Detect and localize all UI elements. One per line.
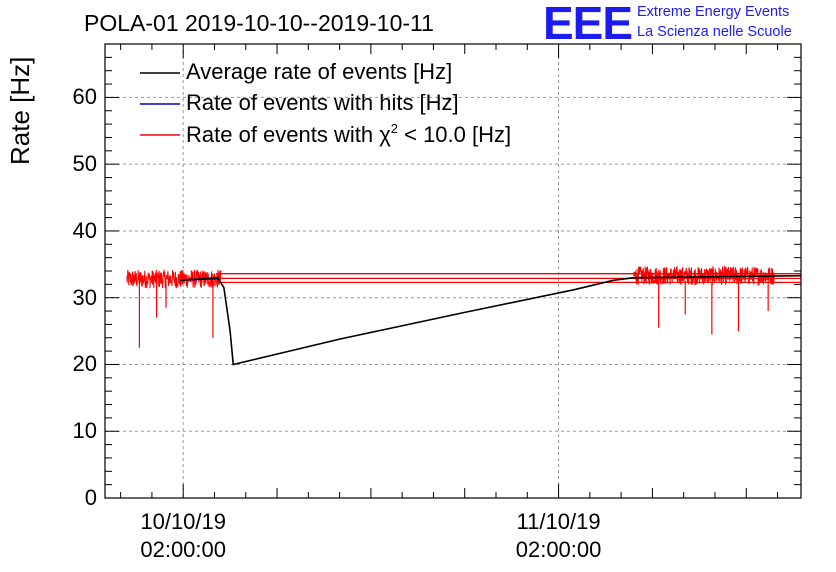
logo-line-2: La Scienza nelle Scuole xyxy=(637,24,792,40)
x-tick-time: 02:00:00 xyxy=(515,537,602,562)
plot-frame xyxy=(104,43,802,499)
chi2-rate-line xyxy=(633,265,775,286)
average-rate-line xyxy=(180,274,802,366)
x-tick-date: 10/10/19 xyxy=(140,509,226,534)
eee-logo: EEE xyxy=(543,0,633,49)
legend-chi2-sup: 2 xyxy=(390,121,398,136)
y-axis-label: Rate [Hz] xyxy=(5,56,35,165)
y-tick-label: 60 xyxy=(72,84,97,110)
y-tick-label: 50 xyxy=(72,151,97,177)
legend-entry-average: Average rate of events [Hz] xyxy=(186,59,453,84)
y-tick-label: 30 xyxy=(72,284,97,310)
grid-lines xyxy=(105,44,801,498)
y-tick-label: 40 xyxy=(72,217,97,243)
logo-line-1: Extreme Energy Events xyxy=(637,4,790,20)
chart-title: POLA-01 2019-10-10--2019-10-11 xyxy=(84,10,434,36)
y-tick-label: 10 xyxy=(72,418,97,444)
x-tick-date: 11/10/19 xyxy=(516,509,601,534)
x-tick-label: 10/10/19 02:00:00 xyxy=(103,508,263,564)
legend-chi2-prefix: Rate of events with χ xyxy=(186,122,391,147)
data-series xyxy=(126,265,802,366)
legend-chi2-suffix: < 10.0 [Hz] xyxy=(398,122,512,147)
legend-swatches xyxy=(140,72,180,136)
chi2-rate-line xyxy=(126,269,222,289)
x-tick-label: 11/10/19 02:00:00 xyxy=(479,508,639,564)
axis-ticks xyxy=(105,43,801,499)
x-tick-time: 02:00:00 xyxy=(140,537,226,562)
y-tick-label: 20 xyxy=(72,351,97,377)
legend-entry-hits: Rate of events with hits [Hz] xyxy=(186,90,459,115)
legend-entry-chi2: Rate of events with χ2 < 10.0 [Hz] xyxy=(186,121,511,148)
y-tick-label: 0 xyxy=(84,485,97,510)
